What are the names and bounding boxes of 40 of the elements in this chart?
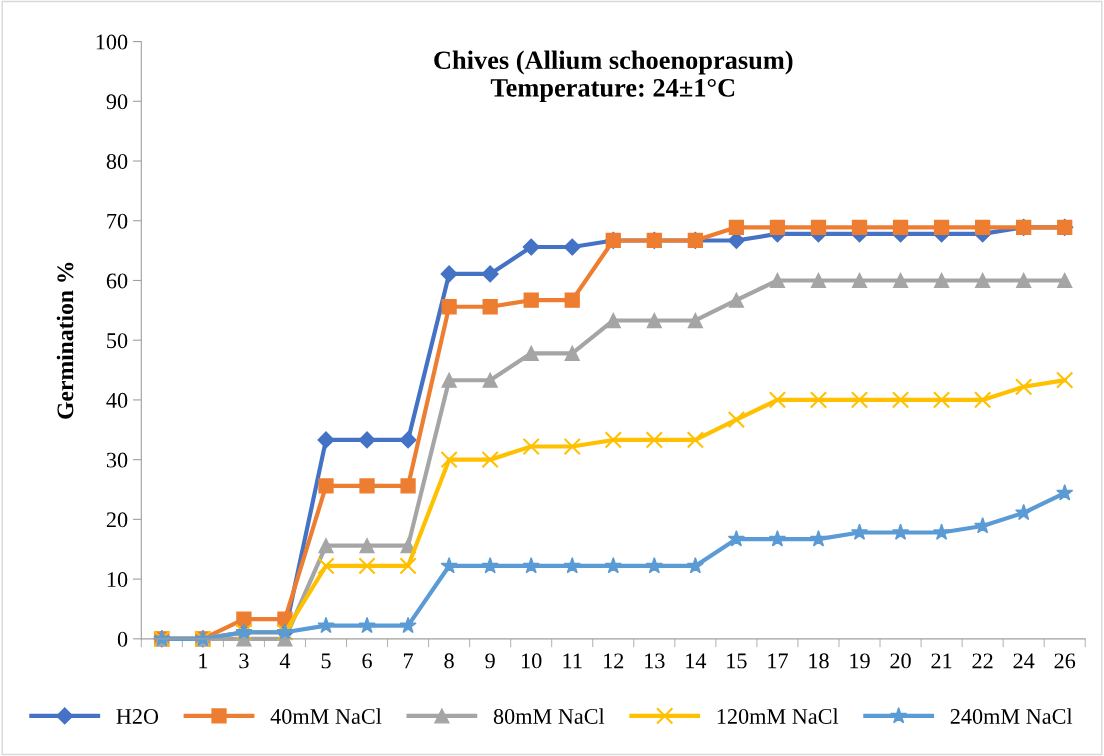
x-tick-label: 7 [403,653,413,669]
y-axis-title: Germination % [56,262,74,419]
x-tick-label: 12 [604,653,624,669]
x-tick-label: 4 [279,653,291,669]
x-tick-label: 17 [768,653,788,669]
legend-label: 240mM NaCl [950,708,1073,724]
x-tick-label: 15 [727,653,747,669]
x-tick-label: 18 [809,653,829,669]
x-tick-label: 6 [362,653,372,669]
x-tick-label: 8 [444,653,454,669]
x-tick-label: 9 [485,653,495,669]
legend-label: 80mM NaCl [493,708,605,724]
text: Chives (Allium schoenoprasum) Temperature: 24±1°C [434,50,793,103]
y-tick-label: 30 [106,452,128,468]
y-tick-label: 60 [106,273,128,289]
y-tick-label: 40 [106,392,128,408]
y-tick-label: 50 [107,333,128,349]
y-tick-label: 20 [106,512,128,528]
x-tick-label: 13 [645,653,665,669]
x-tick-label: 26 [1054,653,1076,669]
legend-label: 40mM NaCl [270,708,382,724]
x-tick-label: 20 [890,653,911,669]
x-tick-label: 21 [931,653,952,669]
x-tick-label: 5 [321,653,331,669]
y-tick-label: 0 [117,631,128,647]
y-tick-label: 90 [106,94,128,110]
y-tick-label: 10 [107,572,128,588]
x-tick-label: 24 [1013,653,1035,669]
y-tick-label: 80 [106,153,128,169]
y-tick-label: 70 [107,213,128,229]
legend-label: H2O [116,708,159,724]
x-tick-label: 19 [850,653,870,669]
x-tick-label: 22 [972,653,993,669]
x-tick-label: 3 [239,653,249,669]
x-tick-label: 14 [686,653,707,669]
y-tick-label: 100 [96,34,128,50]
x-tick-label: 11 [563,653,582,669]
x-tick-label: 10 [522,653,542,669]
legend-label: 120mM NaCl [717,708,839,724]
x-tick-label: 1 [199,653,208,669]
